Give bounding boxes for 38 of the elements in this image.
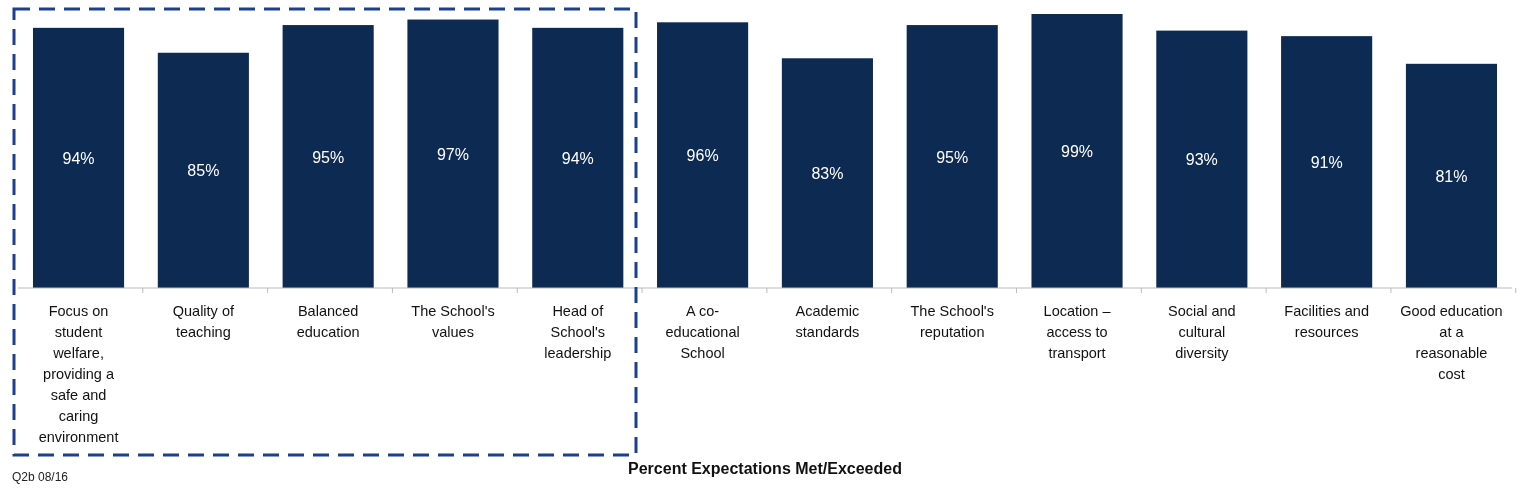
x-tick-label: Good education at a reasonable cost <box>1400 303 1503 382</box>
data-label: 97% <box>436 145 469 163</box>
data-label: 95% <box>312 148 345 166</box>
x-tick-label: Facilities and resources <box>1284 303 1369 340</box>
data-label: 95% <box>936 148 969 166</box>
data-label: 85% <box>187 162 220 180</box>
bar <box>657 22 749 288</box>
x-tick-label: The School's values <box>411 303 495 340</box>
x-tick-label: Academic standards <box>795 303 860 340</box>
data-label: 94% <box>561 149 594 167</box>
bar <box>1031 14 1123 288</box>
bar <box>906 25 998 288</box>
bar <box>532 27 624 288</box>
x-tick-label: Balanced education <box>296 303 360 340</box>
bar <box>282 25 374 288</box>
x-tick-label: Social and cultural diversity <box>1167 303 1236 361</box>
bar <box>32 27 125 288</box>
x-tick-label: Head of School's leadership <box>544 303 612 361</box>
bar <box>157 52 249 288</box>
bar <box>407 19 499 288</box>
bar <box>1405 63 1498 288</box>
x-tick-label: Location – access to transport <box>1043 303 1112 361</box>
bar <box>781 58 873 288</box>
data-label: 91% <box>1310 154 1343 172</box>
x-tick-label: The School's reputation <box>910 303 994 340</box>
x-axis-title: Percent Expectations Met/Exceeded <box>628 460 902 477</box>
x-tick-label: A co-educational School <box>665 303 740 361</box>
bar <box>1156 30 1248 288</box>
data-label: 93% <box>1185 151 1218 169</box>
data-label: 96% <box>686 147 719 165</box>
x-tick-label: Focus on student welfare, providing a safe and caring environment <box>38 303 119 445</box>
x-tick-label: Quality of teaching <box>172 303 235 340</box>
data-label: 81% <box>1435 167 1468 185</box>
data-label: 83% <box>811 165 844 183</box>
bar <box>1281 36 1373 288</box>
text: Q2b 08/16 <box>12 470 69 484</box>
data-label: 94% <box>62 149 95 167</box>
data-label: 99% <box>1061 143 1094 160</box>
